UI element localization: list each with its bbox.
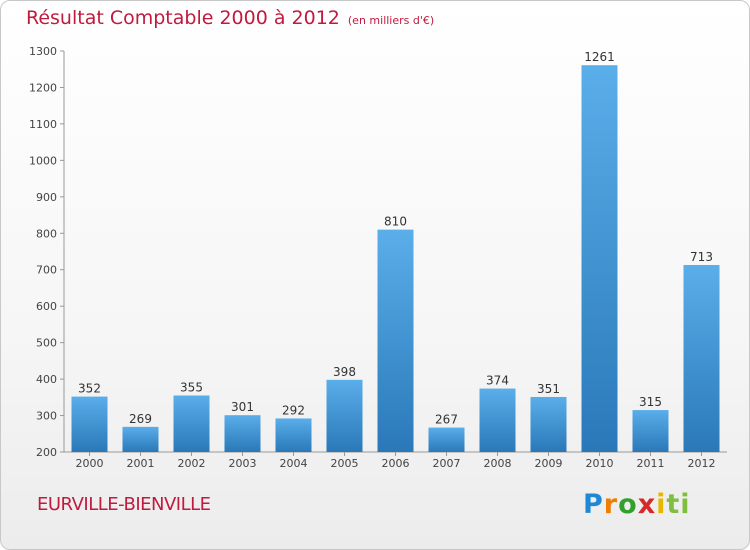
- y-tick-label: 300: [36, 410, 57, 423]
- logo-letter: r: [603, 489, 619, 520]
- logo-letter: x: [637, 489, 657, 520]
- proxiti-logo: Proxiti: [583, 489, 691, 520]
- location-label: EURVILLE-BIENVILLE: [37, 494, 211, 515]
- y-tick-label: 1300: [29, 45, 57, 58]
- x-tick-label: 2000: [76, 457, 104, 470]
- x-tick-label: 2011: [637, 457, 665, 470]
- logo-letter: P: [583, 489, 604, 520]
- y-tick-label: 200: [36, 446, 57, 459]
- bar-value-label: 810: [384, 215, 407, 229]
- bar: [122, 426, 159, 452]
- bar: [275, 418, 312, 452]
- logo-letter: o: [618, 489, 638, 520]
- bar: [683, 264, 720, 452]
- y-tick-label: 900: [36, 191, 57, 204]
- x-tick-label: 2006: [382, 457, 410, 470]
- bar: [326, 379, 363, 452]
- bar-value-label: 352: [78, 382, 101, 396]
- x-tick-label: 2012: [688, 457, 716, 470]
- x-tick-label: 2005: [331, 457, 359, 470]
- bar: [377, 229, 414, 452]
- y-tick-label: 600: [36, 300, 57, 313]
- bar: [632, 410, 669, 452]
- y-tick-label: 700: [36, 264, 57, 277]
- bar-value-label: 355: [180, 380, 203, 394]
- x-tick-label: 2010: [586, 457, 614, 470]
- x-tick-label: 2009: [535, 457, 563, 470]
- x-tick-label: 2008: [484, 457, 512, 470]
- chart-title: Résultat Comptable 2000 à 2012 (en millie…: [26, 7, 434, 29]
- bar: [530, 396, 567, 452]
- x-tick-label: 2007: [433, 457, 461, 470]
- bar: [479, 388, 516, 452]
- bar-value-label: 292: [282, 403, 305, 417]
- bar: [224, 415, 261, 452]
- x-tick-label: 2004: [280, 457, 308, 470]
- bar: [71, 396, 108, 452]
- y-tick-label: 400: [36, 373, 57, 386]
- bar-value-label: 1261: [584, 50, 615, 64]
- bar: [173, 395, 210, 452]
- chart-bars: 352 269 355 301 292 398 810 267 374 351 1261 315 713: [71, 50, 720, 452]
- bar-value-label: 713: [690, 250, 713, 264]
- x-tick-label: 2003: [229, 457, 257, 470]
- bar: [428, 427, 465, 452]
- logo-letter: i: [656, 489, 667, 520]
- logo-letter: ti: [666, 489, 691, 520]
- x-tick-label: 2002: [178, 457, 206, 470]
- y-tick-label: 800: [36, 227, 57, 240]
- bar-value-label: 398: [333, 365, 356, 379]
- y-tick-label: 1200: [29, 81, 57, 94]
- title-text: Résultat Comptable 2000 à 2012: [26, 7, 340, 29]
- x-tick-label: 2001: [127, 457, 155, 470]
- bar-value-label: 351: [537, 382, 560, 396]
- bar-value-label: 269: [129, 412, 152, 426]
- chart-subtitle: (en milliers d'€): [347, 14, 435, 27]
- bar-value-label: 374: [486, 374, 509, 388]
- y-tick-label: 500: [36, 337, 57, 350]
- bar-value-label: 315: [639, 395, 662, 409]
- y-tick-label: 1100: [29, 118, 57, 131]
- y-tick-label: 1000: [29, 154, 57, 167]
- bar: [581, 65, 618, 452]
- bar-value-label: 301: [231, 400, 254, 414]
- bar-value-label: 267: [435, 413, 458, 427]
